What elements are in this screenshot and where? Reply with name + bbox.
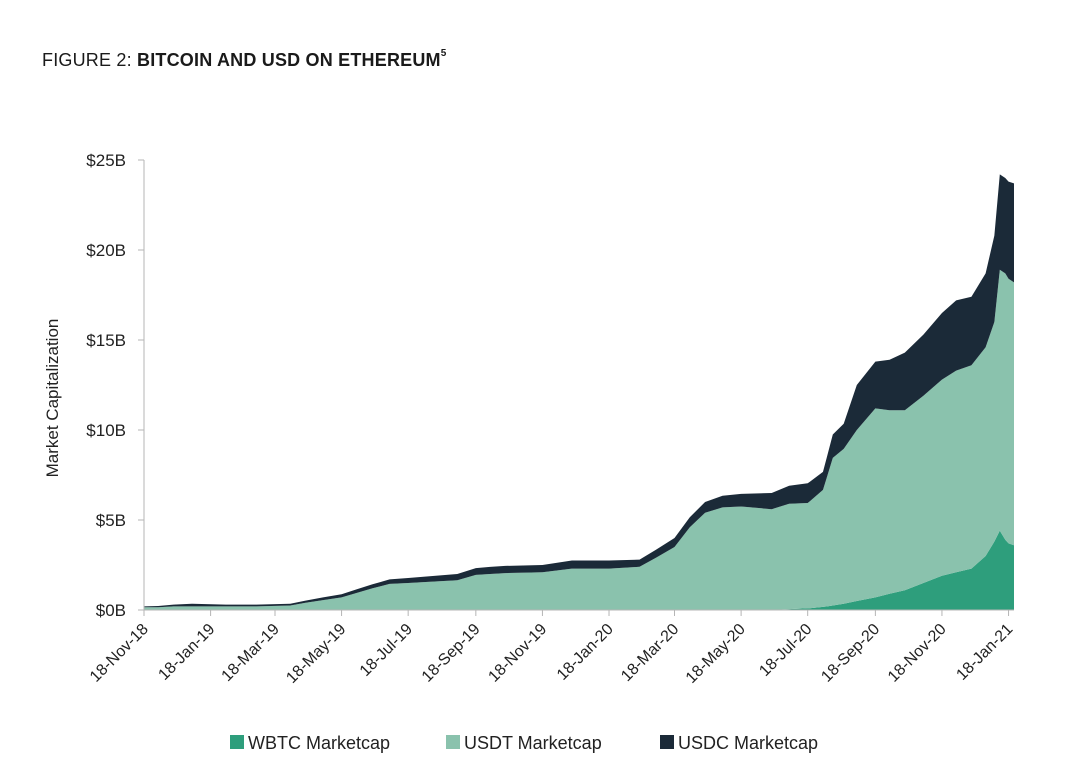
x-tick-label: 18-Mar-19 bbox=[219, 621, 283, 685]
legend-label: WBTC Marketcap bbox=[248, 733, 390, 753]
y-tick-label: $15B bbox=[86, 331, 126, 350]
x-tick-label: 18-Jan-21 bbox=[953, 621, 1016, 684]
x-tick-label: 18-Nov-19 bbox=[485, 621, 550, 686]
area-series-usdc-marketcap bbox=[144, 174, 1014, 608]
x-tick-label: 18-Jul-19 bbox=[357, 621, 416, 680]
y-tick-labels: $0B $5B $10B $15B $20B $25B bbox=[86, 151, 144, 620]
y-tick-label: $25B bbox=[86, 151, 126, 170]
x-tick-label: 18-May-20 bbox=[683, 621, 749, 687]
figure-footnote-ref: 5 bbox=[440, 48, 447, 59]
y-tick-label: $5B bbox=[96, 511, 126, 530]
x-tick-label: 18-Jan-20 bbox=[554, 621, 617, 684]
legend-swatch bbox=[446, 735, 460, 749]
x-tick-label: 18-Nov-20 bbox=[885, 621, 950, 686]
area-series-wbtc-marketcap bbox=[144, 530, 1014, 610]
axes-group bbox=[143, 160, 1014, 611]
x-tick-label: 18-Mar-20 bbox=[618, 621, 682, 685]
legend-label: USDC Marketcap bbox=[678, 733, 818, 753]
figure-title: FIGURE 2: BITCOIN AND USD ON ETHEREUM5 bbox=[42, 48, 447, 71]
legend-swatch bbox=[230, 735, 244, 749]
legend: WBTC Marketcap USDT Marketcap USDC Marketc… bbox=[230, 733, 818, 753]
figure-label: FIGURE 2: bbox=[42, 50, 138, 70]
legend-swatch bbox=[660, 735, 674, 749]
area-series-usdt-marketcap bbox=[144, 269, 1014, 610]
x-tick-label: 18-Sep-20 bbox=[818, 621, 883, 686]
figure-heading: BITCOIN AND USD ON ETHEREUM bbox=[137, 50, 441, 70]
y-tick-label: $0B bbox=[96, 601, 126, 620]
area-series-group bbox=[144, 174, 1014, 610]
x-tick-label: 18-Jul-20 bbox=[756, 621, 815, 680]
x-tick-label: 18-Nov-18 bbox=[87, 621, 152, 686]
x-tick-label: 18-Jan-19 bbox=[155, 621, 218, 684]
legend-label: USDT Marketcap bbox=[464, 733, 602, 753]
y-tick-label: $10B bbox=[86, 421, 126, 440]
y-axis-label: Market Capitalization bbox=[43, 319, 62, 478]
x-tick-label: 18-May-19 bbox=[283, 621, 349, 687]
x-tick-label: 18-Sep-19 bbox=[419, 621, 484, 686]
y-tick-label: $20B bbox=[86, 241, 126, 260]
x-tick-labels: 18-Nov-18 18-Jan-19 18-Mar-19 18-May-19 18-J… bbox=[87, 610, 1016, 687]
